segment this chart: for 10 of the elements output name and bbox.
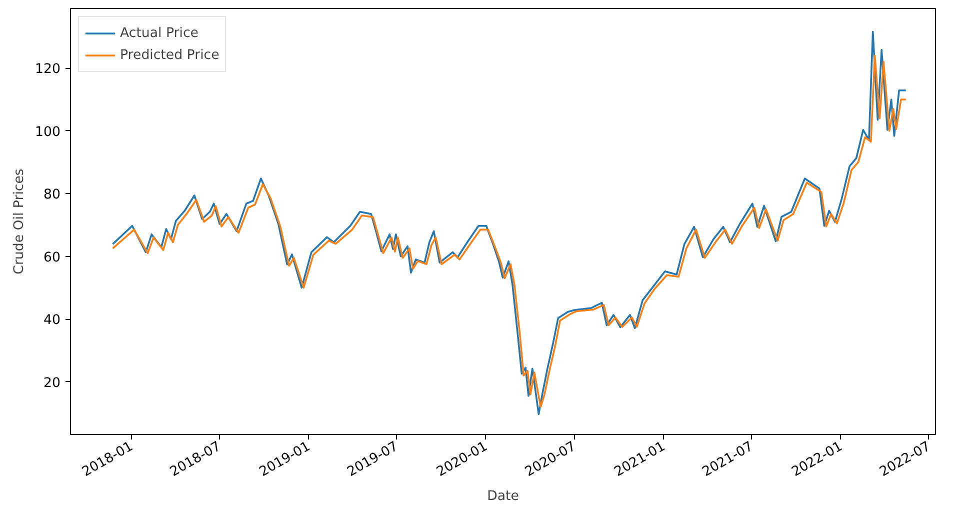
y-tick-label: 80 <box>44 188 61 203</box>
y-tick-label: 20 <box>44 376 61 391</box>
legend-label: Predicted Price <box>120 48 220 62</box>
y-tick-label: 120 <box>35 62 61 78</box>
y-tick-label: 100 <box>35 124 61 140</box>
x-axis-title: Date <box>487 488 519 504</box>
y-axis-title: Crude Oil Prices <box>12 168 28 274</box>
y-tick-label: 40 <box>44 313 61 328</box>
legend-label: Actual Price <box>120 26 199 40</box>
y-tick-label: 60 <box>44 250 61 266</box>
